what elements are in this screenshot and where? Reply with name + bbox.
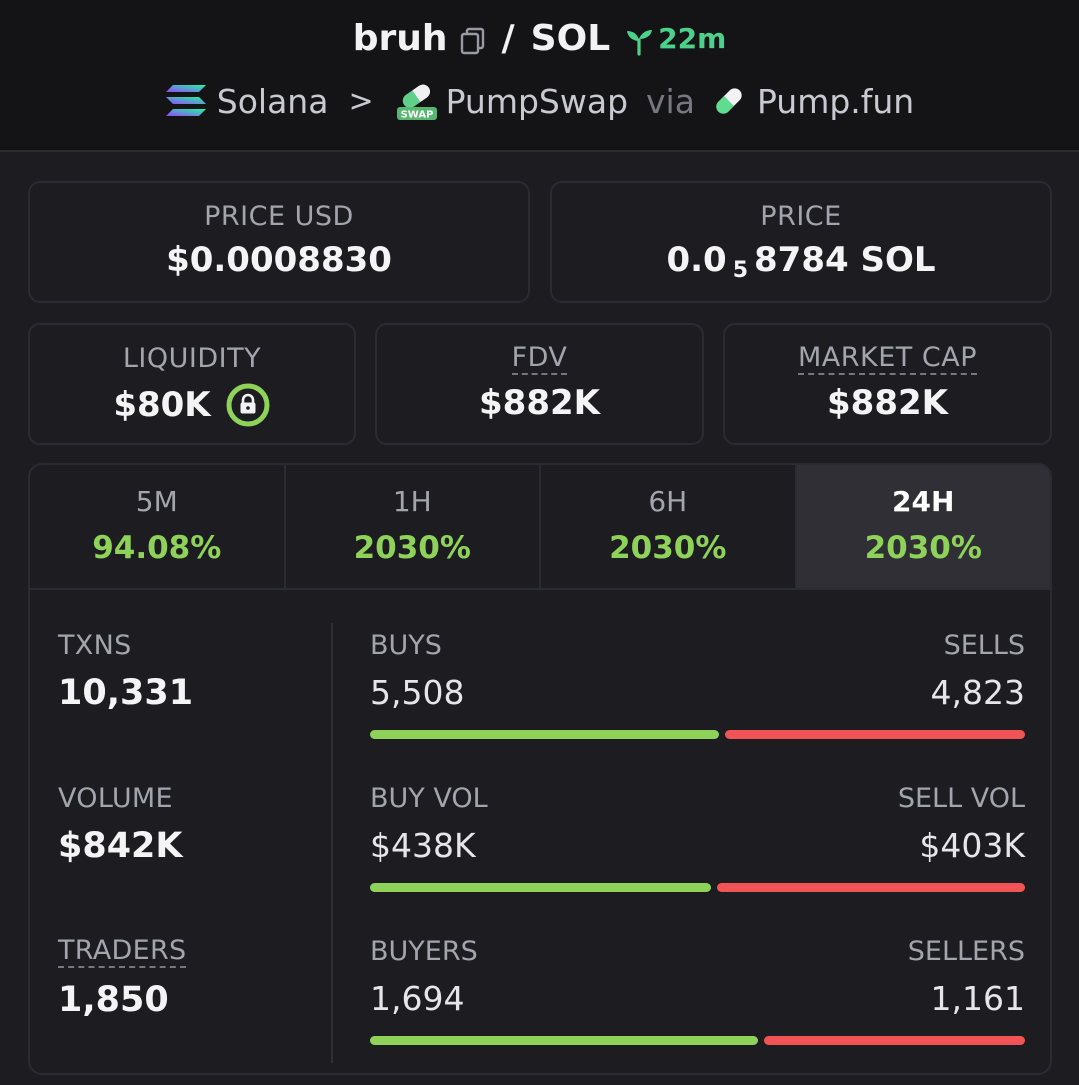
buyers-sellers-row: BUYERS SELLERS 1,694 1,161: [370, 936, 1025, 1073]
txns-label: TXNS: [58, 630, 132, 661]
buys-sells-ratio-bar: [370, 730, 1025, 739]
price-native-label: PRICE: [760, 201, 842, 232]
volume-label: VOLUME: [58, 783, 173, 814]
tab-change: 94.08%: [92, 530, 222, 566]
copy-icon[interactable]: [458, 24, 488, 54]
volume-ratio-bar: [370, 883, 1025, 892]
sellers-value: 1,161: [930, 979, 1025, 1018]
column-divider: [331, 623, 333, 1063]
fdv-card: FDV $882K: [375, 323, 704, 445]
token-symbol: bruh: [352, 18, 448, 59]
price-usd-card: PRICE USD $0.0008830: [28, 181, 530, 303]
tab-change: 2030%: [864, 530, 982, 566]
seedling-icon: [624, 24, 654, 56]
buyvol-sellvol-row: BUY VOL SELL VOL $438K $403K: [370, 783, 1025, 936]
tab-label: 6H: [648, 485, 688, 518]
market-cap-label[interactable]: MARKET CAP: [798, 342, 977, 375]
price-native-zero-count: 5: [732, 257, 748, 283]
timeframe-stats-panel: 5M 94.08% 1H 2030% 6H 2030% 24H 2030% TX…: [28, 463, 1052, 1075]
sellers-label: SELLERS: [907, 936, 1025, 967]
liquidity-value-row: $80K: [30, 382, 354, 428]
via-text: via: [646, 81, 695, 121]
solana-logo-icon: [165, 84, 207, 118]
txns-stat: TXNS 10,331: [58, 630, 328, 783]
buys-sells-row: BUYS SELLS 5,508 4,823: [370, 630, 1025, 783]
tab-label: 1H: [392, 485, 432, 518]
fdv-label[interactable]: FDV: [511, 342, 568, 375]
pair-header: bruh / SOL 22m: [0, 0, 1079, 152]
buys-label: BUYS: [370, 630, 442, 661]
traders-stat: TRADERS 1,850: [58, 935, 328, 1073]
traders-value: 1,850: [58, 980, 169, 1020]
fdv-value: $882K: [479, 383, 600, 423]
pair-separator: /: [501, 18, 515, 59]
buys-bar: [370, 730, 720, 739]
tab-label: 24H: [892, 485, 955, 518]
sell-vol-label: SELL VOL: [897, 783, 1025, 814]
launchpad-link[interactable]: Pump.fun: [756, 81, 915, 121]
market-cap-card: MARKET CAP $882K: [723, 323, 1052, 445]
tab-5m[interactable]: 5M 94.08%: [30, 465, 286, 588]
price-native-rest: 8784 SOL: [754, 240, 936, 280]
volume-value: $842K: [58, 826, 183, 866]
sells-label: SELLS: [943, 630, 1025, 661]
buy-sell-column: BUYS SELLS 5,508 4,823 BUY VOL SELL VOL …: [370, 630, 1025, 1073]
svg-text:SWAP: SWAP: [400, 110, 433, 121]
pill-icon: [711, 83, 747, 119]
chain-link[interactable]: Solana: [216, 81, 329, 121]
liquidity-card: LIQUIDITY $80K: [28, 323, 356, 445]
buy-vol-bar: [370, 883, 712, 892]
price-usd-value: $0.0008830: [166, 240, 392, 280]
tab-24h[interactable]: 24H 2030%: [796, 465, 1050, 588]
chevron-right-icon: >: [348, 83, 374, 119]
pumpswap-icon: SWAP: [396, 80, 438, 122]
tab-label: 5M: [135, 485, 178, 518]
buy-vol-value: $438K: [370, 826, 476, 865]
price-native-prefix: 0.0: [666, 240, 727, 280]
quote-symbol: SOL: [530, 18, 611, 59]
price-native-card: PRICE 0.0 5 8784 SOL: [550, 181, 1052, 303]
price-usd-label: PRICE USD: [204, 201, 354, 232]
chain-breadcrumb: Solana > SWAP PumpSwap via P: [0, 80, 1079, 122]
market-cap-value: $882K: [827, 383, 948, 423]
buyers-label: BUYERS: [370, 936, 478, 967]
txns-value: 10,331: [58, 673, 194, 713]
tab-change: 2030%: [609, 530, 727, 566]
tab-1h[interactable]: 1H 2030%: [286, 465, 541, 588]
sell-vol-bar: [717, 883, 1025, 892]
sells-value: 4,823: [930, 673, 1025, 712]
dex-link[interactable]: PumpSwap: [445, 81, 629, 121]
buyers-value: 1,694: [370, 979, 465, 1018]
buys-value: 5,508: [370, 673, 465, 712]
buyers-bar: [370, 1036, 759, 1045]
liquidity-label: LIQUIDITY: [122, 343, 262, 374]
lock-icon[interactable]: [225, 382, 271, 428]
pair-title: bruh / SOL 22m: [0, 18, 1079, 59]
buy-vol-label: BUY VOL: [370, 783, 488, 814]
traders-label[interactable]: TRADERS: [58, 935, 187, 968]
totals-column: TXNS 10,331 VOLUME $842K TRADERS 1,850: [58, 630, 328, 1073]
volume-stat: VOLUME $842K: [58, 783, 328, 936]
price-native-value: 0.0 5 8784 SOL: [552, 240, 1050, 283]
tab-change: 2030%: [353, 530, 471, 566]
sells-bar: [725, 730, 1025, 739]
sellers-bar: [764, 1036, 1025, 1045]
tab-6h[interactable]: 6H 2030%: [541, 465, 797, 588]
sell-vol-value: $403K: [919, 826, 1025, 865]
liquidity-value: $80K: [113, 385, 211, 425]
pair-age: 22m: [658, 22, 727, 55]
timeframe-tabs: 5M 94.08% 1H 2030% 6H 2030% 24H 2030%: [30, 465, 1050, 590]
traders-ratio-bar: [370, 1036, 1025, 1045]
